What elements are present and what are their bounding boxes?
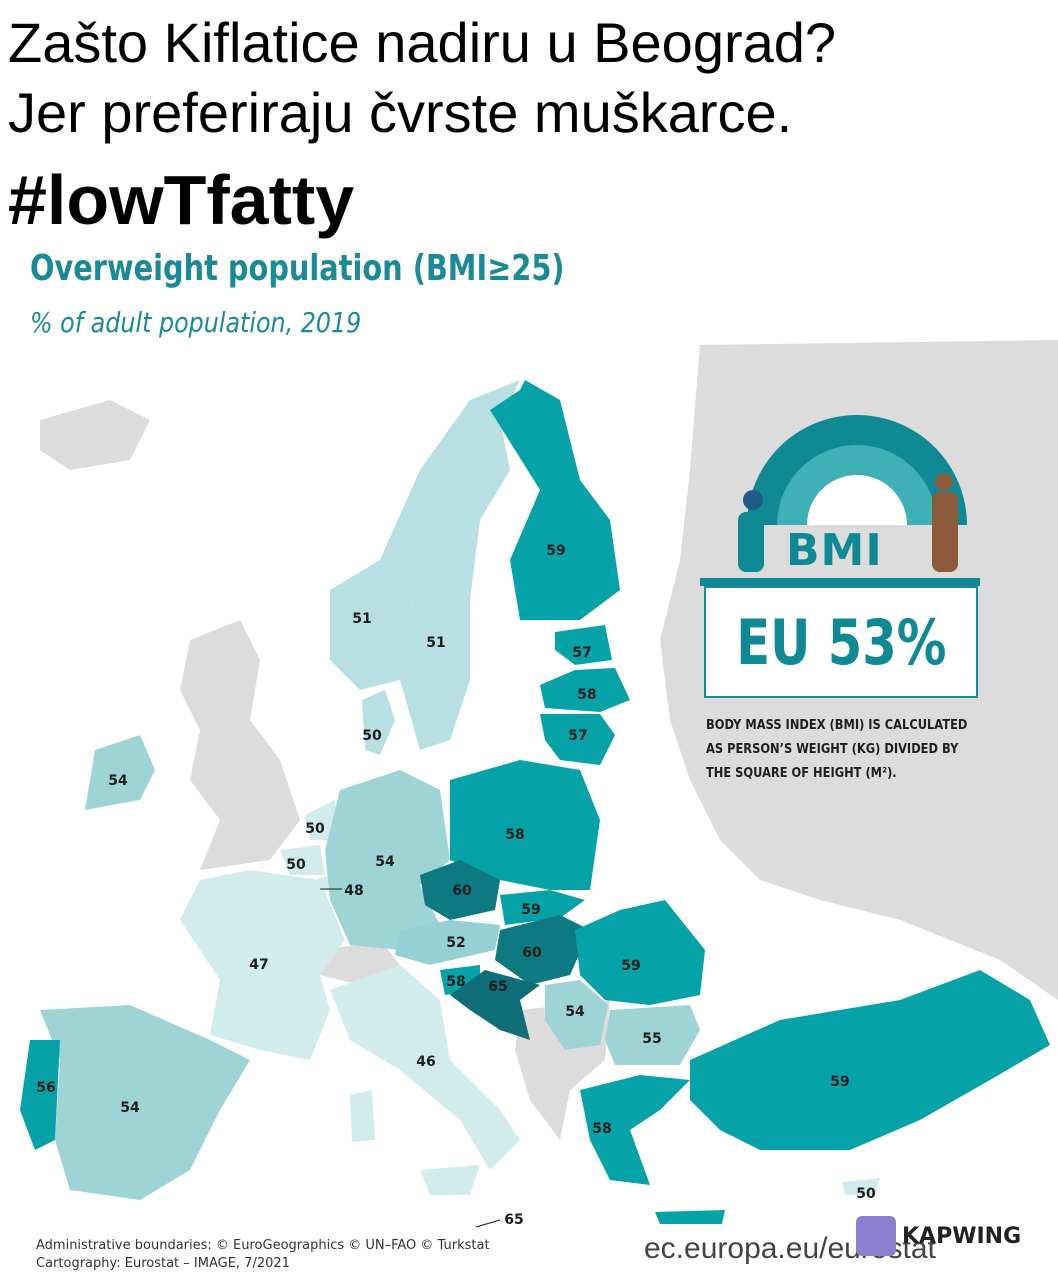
label-czechia: 60 [452,883,472,899]
label-austria: 52 [446,935,465,951]
caption-line-1: Zašto Kiflatice nadiru u Beograd? [8,11,837,74]
region-austria [395,920,500,965]
region-spain [40,1005,250,1200]
label-slovakia: 59 [521,902,540,918]
label-norway: 51 [352,611,371,627]
label-malta: 65 [504,1212,523,1228]
label-hungary: 60 [522,945,542,961]
label-germany: 54 [375,854,395,870]
region-denmark [362,690,395,755]
label-poland: 58 [505,827,524,843]
land-iceland [40,400,150,470]
region-lithuania [540,714,615,765]
caption-line-2: Jer preferiraju čvrste muškarce. [8,81,793,144]
bmi-label: BMI [786,525,883,576]
region-crete [655,1210,725,1224]
region-latvia [540,668,630,712]
map-title: Overweight population (BMI≥25) [30,248,565,289]
label-latvia: 58 [577,687,596,703]
label-greece: 58 [592,1121,611,1137]
region-belgium [280,845,325,875]
region-sweden [400,420,510,750]
label-sweden: 51 [426,635,445,651]
credits-boundaries: Administrative boundaries: © EuroGeograp… [36,1238,490,1253]
region-czechia [420,860,500,920]
label-serbia: 54 [565,1004,585,1020]
label-cyprus: 50 [856,1186,876,1202]
label-france: 47 [249,957,268,973]
bmi-note: BODY MASS INDEX (BMI) IS CALCULATED AS P… [706,718,968,781]
label-turkey: 59 [830,1074,849,1090]
label-slovenia: 58 [446,974,465,990]
region-hungary [495,915,590,985]
leader-malta [475,1219,501,1228]
region-turkey [690,970,1050,1150]
land-uk [180,620,300,870]
label-lithuania: 57 [568,728,587,744]
map-subtitle: % of adult population, 2019 [30,306,362,339]
region-estonia [555,625,612,665]
region-finland [490,380,620,620]
region-norway [330,380,520,690]
region-france [180,870,345,1060]
region-bulgaria [605,1005,700,1065]
label-estonia: 57 [572,645,591,661]
label-belgium: 50 [286,857,306,873]
label-spain: 54 [120,1100,140,1116]
region-romania [575,900,705,1005]
region-croatia [450,970,540,1040]
region-slovakia [500,890,585,925]
kapwing-text: KAPWING [902,1223,1022,1249]
region-poland [450,760,600,890]
label-romania: 59 [621,958,640,974]
eu-average-box: EU 53% [704,586,978,698]
credits-cartography: Cartography: Eurostat – IMAGE, 7/2021 [36,1256,290,1271]
region-portugal [20,1040,60,1150]
caption-hashtag: #lowTfatty [8,161,355,239]
region-serbia [545,980,608,1050]
label-portugal: 56 [36,1080,55,1096]
label-ireland: 54 [108,773,128,789]
label-denmark: 50 [362,728,382,744]
label-bulgaria: 55 [642,1031,661,1047]
region-ireland [85,735,155,810]
label-luxembourg: 48 [344,883,363,899]
region-italy [330,965,520,1170]
region-greece [580,1075,690,1185]
region-cyprus [842,1178,880,1195]
label-finland: 59 [546,543,565,559]
region-germany [325,770,450,950]
kapwing-watermark: KAPWING [856,1213,1028,1259]
label-netherlands: 50 [305,821,325,837]
eu-average-value: EU 53% [735,605,947,679]
kapwing-logo-icon [856,1216,896,1256]
region-sicily [420,1165,480,1195]
bmi-gauge-illustration [700,415,980,586]
label-croatia: 65 [488,979,507,995]
region-sardinia [350,1090,375,1142]
label-italy: 46 [416,1054,435,1070]
